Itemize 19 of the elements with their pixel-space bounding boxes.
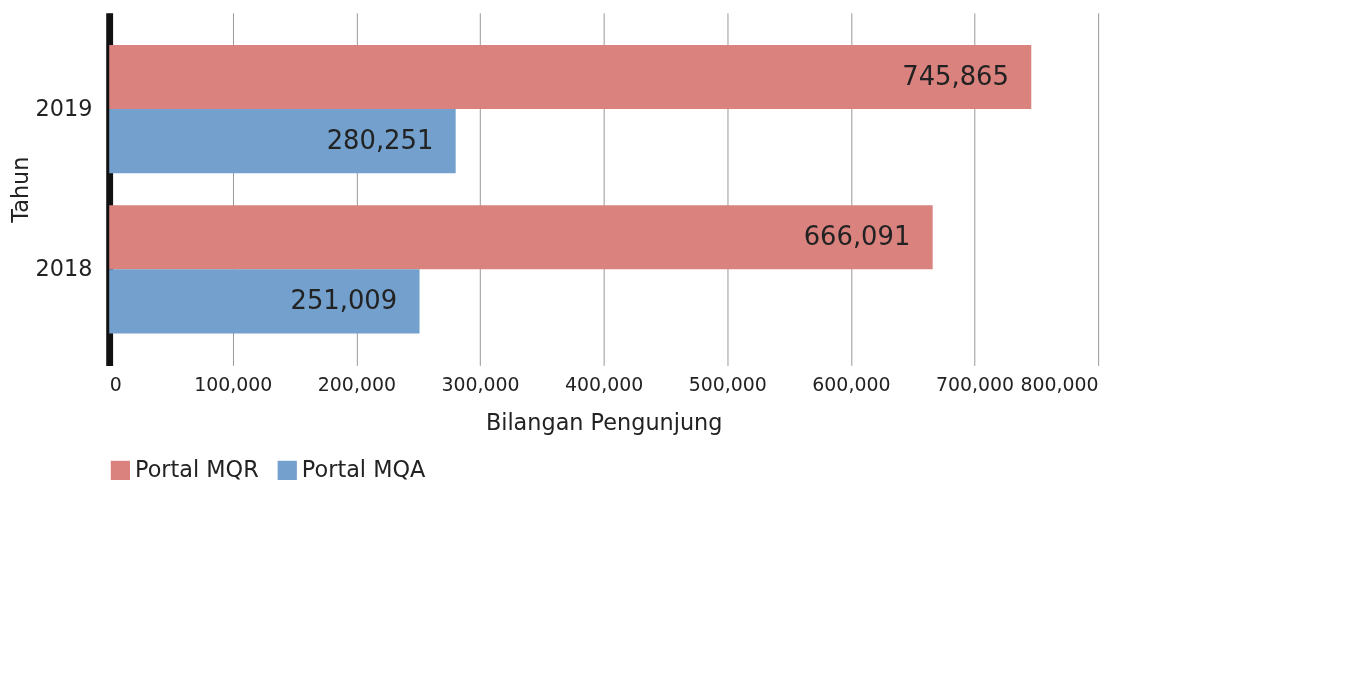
x-tick-label: 700,000 — [935, 372, 1015, 395]
x-tick-label: 500,000 — [688, 372, 767, 395]
data-label: 280,251 — [326, 124, 434, 155]
x-tick-label: 800,000 — [1020, 372, 1099, 395]
x-tick-label: 0 — [109, 372, 122, 395]
y-tick-label: 2019 — [35, 94, 93, 121]
legend-label: Portal MQR — [135, 456, 259, 483]
x-tick-label: 200,000 — [317, 372, 396, 395]
x-tick-label: 400,000 — [565, 372, 644, 395]
x-tick-label: 600,000 — [812, 372, 891, 395]
data-label: 745,865 — [902, 60, 1009, 91]
legend-label: Portal MQA — [301, 456, 427, 483]
x-axis-title: Bilangan Pengunjung — [485, 408, 723, 435]
data-label: 251,009 — [290, 285, 398, 316]
y-tick-label: 2018 — [35, 255, 93, 282]
data-label: 666,091 — [803, 221, 911, 252]
x-tick-label: 300,000 — [441, 372, 520, 395]
y-axis-title: Tahun — [6, 156, 33, 224]
x-tick-label: 100,000 — [194, 372, 273, 395]
